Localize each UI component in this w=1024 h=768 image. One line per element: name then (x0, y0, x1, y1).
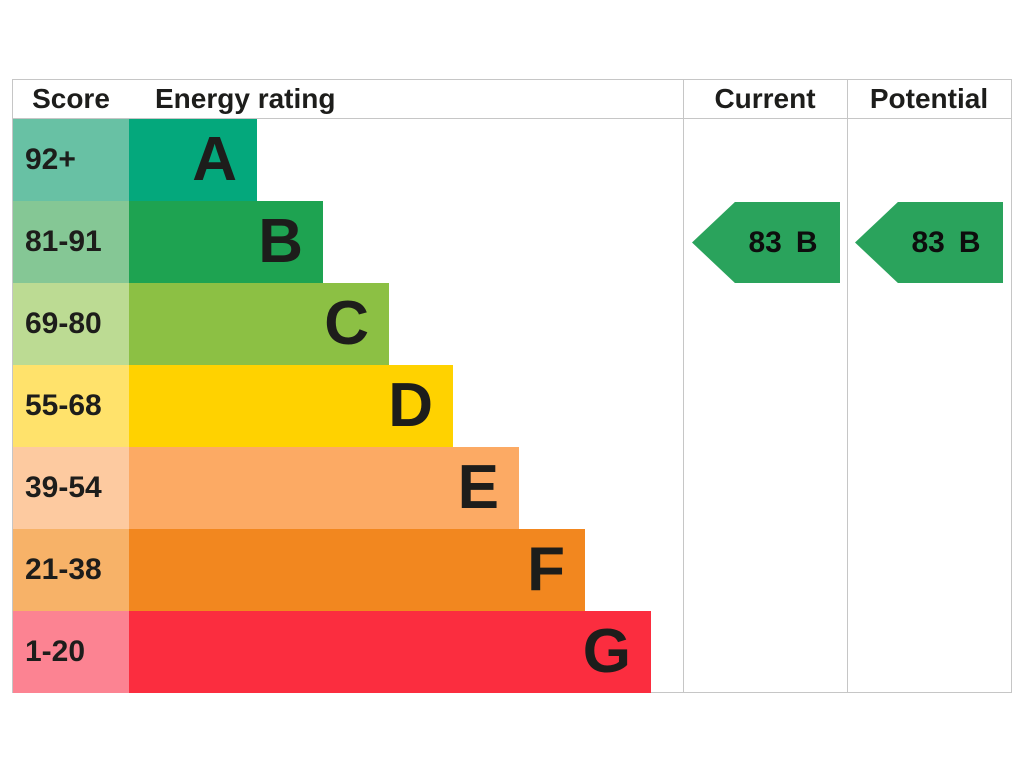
band-rows: 92+ A 81-91 B 69-80 C 55-68 D 39-54 E 21… (13, 119, 1011, 693)
band-row-a: 92+ A (13, 119, 1011, 201)
score-range-d: 55-68 (13, 365, 129, 447)
score-range-a: 92+ (13, 119, 129, 201)
band-bar-e: E (129, 447, 519, 529)
current-column-divider (683, 80, 684, 693)
potential-rating-score: 83 (911, 225, 945, 259)
header-potential: Potential (869, 83, 989, 114)
band-bar-c: C (129, 283, 389, 365)
score-range-c: 69-80 (13, 283, 129, 365)
header-current: Current (714, 83, 816, 114)
potential-column-divider (847, 80, 848, 693)
band-row-g: 1-20 G (13, 611, 1011, 693)
band-row-e: 39-54 E (13, 447, 1011, 529)
header-energy-rating: Energy rating (155, 83, 336, 114)
band-row-b: 81-91 B (13, 201, 1011, 283)
energy-rating-chart: Score Energy rating Current Potential 92… (12, 79, 1012, 693)
current-rating-score: 83 (748, 225, 782, 259)
potential-rating-band: B (958, 225, 981, 259)
band-bar-g: G (129, 611, 651, 693)
band-bar-a: A (129, 119, 257, 201)
band-bar-f: F (129, 529, 585, 611)
score-range-g: 1-20 (13, 611, 129, 693)
score-range-e: 39-54 (13, 447, 129, 529)
band-row-d: 55-68 D (13, 365, 1011, 447)
band-bar-d: D (129, 365, 453, 447)
band-bar-b: B (129, 201, 323, 283)
chart-header-row: Score Energy rating Current Potential (13, 80, 1011, 119)
current-rating-band: B (795, 225, 818, 259)
band-row-f: 21-38 F (13, 529, 1011, 611)
score-range-b: 81-91 (13, 201, 129, 283)
band-row-c: 69-80 C (13, 283, 1011, 365)
score-range-f: 21-38 (13, 529, 129, 611)
header-score: Score (32, 83, 110, 114)
